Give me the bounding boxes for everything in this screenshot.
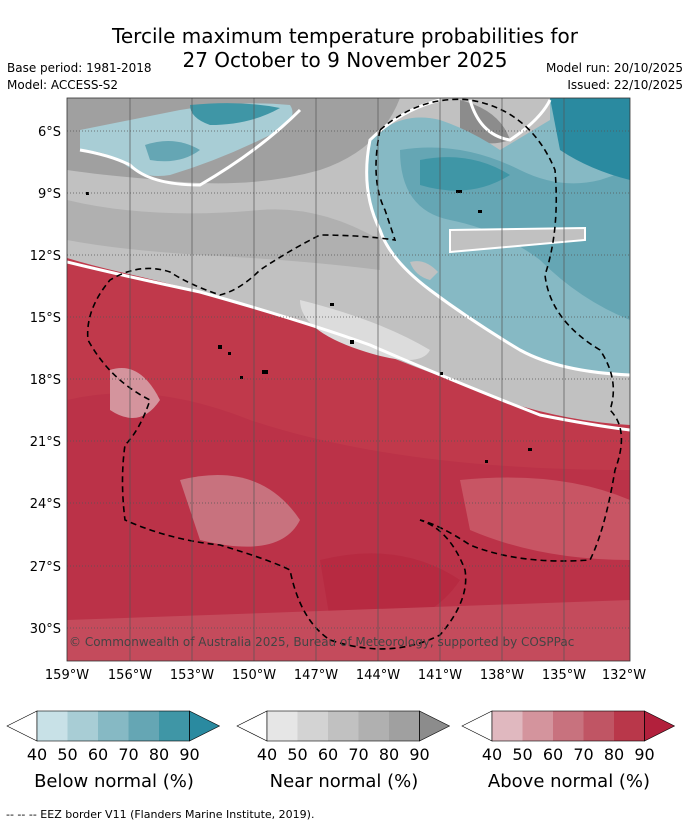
- colorbar-tick-label: 60: [318, 745, 338, 764]
- model-name: Model: ACCESS-S2: [7, 78, 119, 92]
- lon-label: 132°W: [602, 668, 646, 683]
- colorbar-segment: [37, 711, 68, 741]
- map-fill: [67, 98, 630, 661]
- colorbar-tick-label: 90: [179, 745, 199, 764]
- colorbar-tick-label: 90: [409, 745, 429, 764]
- colorbar-tick-label: 50: [512, 745, 532, 764]
- colorbar-tick-label: 40: [257, 745, 277, 764]
- issued-date: Issued: 22/10/2025: [567, 78, 683, 92]
- colorbars: 40 50 60 70 80 90 40 50 60 70 80 90 40 50 60 70 80 90: [6, 710, 676, 764]
- colorbar-segment: [492, 711, 523, 741]
- meridians: [129, 98, 565, 661]
- lat-label: 15°S: [30, 311, 61, 326]
- title-line-2: 27 October to 9 November 2025: [182, 48, 508, 72]
- lat-label: 6°S: [38, 125, 61, 140]
- colorbar-tick-label: 70: [118, 745, 138, 764]
- colorbar-tick-label: 90: [634, 745, 654, 764]
- colorbar-segment: [159, 711, 190, 741]
- colorbar-segment: [267, 711, 298, 741]
- colorbar-max-arrow: [189, 710, 221, 742]
- colorbar-tick-label: 80: [379, 745, 399, 764]
- lat-label: 24°S: [30, 497, 61, 512]
- lon-label: 153°W: [170, 668, 214, 683]
- longitude-labels: 159°W 156°W 153°W 150°W 147°W 144°W 141°…: [45, 668, 646, 683]
- lat-label: 9°S: [38, 187, 61, 202]
- eez-footer-note: -- -- -- EEZ border V11 (Flanders Marine…: [6, 808, 315, 821]
- colorbar-tick-label: 60: [543, 745, 563, 764]
- near-normal-label: Near normal (%): [269, 771, 419, 792]
- colorbar-tick-label: 50: [287, 745, 307, 764]
- colorbar-segment: [553, 711, 584, 741]
- lon-label: 156°W: [108, 668, 152, 683]
- colorbar-max-arrow: [644, 710, 676, 742]
- colorbar-min-arrow: [236, 710, 268, 742]
- lon-label: 150°W: [232, 668, 276, 683]
- colorbar-segment: [67, 711, 98, 741]
- colorbar-segment: [98, 711, 129, 741]
- colorbar-segment: [128, 711, 159, 741]
- colorbar-min-arrow: [6, 710, 38, 742]
- colorbar-segment: [522, 711, 553, 741]
- base-period: Base period: 1981-2018: [7, 61, 152, 75]
- lat-label: 12°S: [30, 249, 61, 264]
- lat-label: 30°S: [30, 622, 61, 637]
- lon-label: 138°W: [480, 668, 524, 683]
- model-run: Model run: 20/10/2025: [545, 61, 683, 75]
- colorbar-segment: [389, 711, 420, 741]
- colorbar-outline: [491, 710, 645, 742]
- lon-label: 141°W: [418, 668, 462, 683]
- colorbar-segment: [297, 711, 328, 741]
- colorbar-tick-label: 40: [27, 745, 47, 764]
- lat-label: 27°S: [30, 560, 61, 575]
- title-line-1: Tercile maximum temperature probabilitie…: [112, 24, 578, 48]
- colorbar-tick-label: 70: [573, 745, 593, 764]
- lon-label: 159°W: [45, 668, 89, 683]
- colorbar-segment: [614, 711, 645, 741]
- colorbar-tick-label: 80: [149, 745, 169, 764]
- colorbar-tick-label: 60: [88, 745, 108, 764]
- colorbar-max-arrow: [419, 710, 451, 742]
- below-normal-label: Below normal (%): [34, 771, 194, 792]
- lat-label: 18°S: [30, 373, 61, 388]
- colorbar-segment: [328, 711, 359, 741]
- copyright-text: © Commonwealth of Australia 2025, Bureau…: [69, 635, 574, 649]
- colorbar-outline: [266, 710, 420, 742]
- colorbar-tick-label: 70: [348, 745, 368, 764]
- colorbar-outline: [36, 710, 190, 742]
- latitude-labels: 6°S 9°S 12°S 15°S 18°S 21°S 24°S 27°S 30…: [30, 125, 61, 637]
- colorbar-tick-label: 50: [57, 745, 77, 764]
- lon-label: 147°W: [294, 668, 338, 683]
- colorbar-min-arrow: [461, 710, 493, 742]
- lon-label: 144°W: [356, 668, 400, 683]
- colorbar-segment: [583, 711, 614, 741]
- colorbar-segment: [358, 711, 389, 741]
- above-normal-label: Above normal (%): [487, 771, 651, 792]
- lon-label: 135°W: [542, 668, 586, 683]
- colorbar-tick-label: 40: [482, 745, 502, 764]
- colorbar-tick-label: 80: [604, 745, 624, 764]
- probability-map: © Commonwealth of Australia 2025, Bureau…: [6, 97, 676, 764]
- lat-label: 21°S: [30, 435, 61, 450]
- gridlines: [67, 130, 630, 629]
